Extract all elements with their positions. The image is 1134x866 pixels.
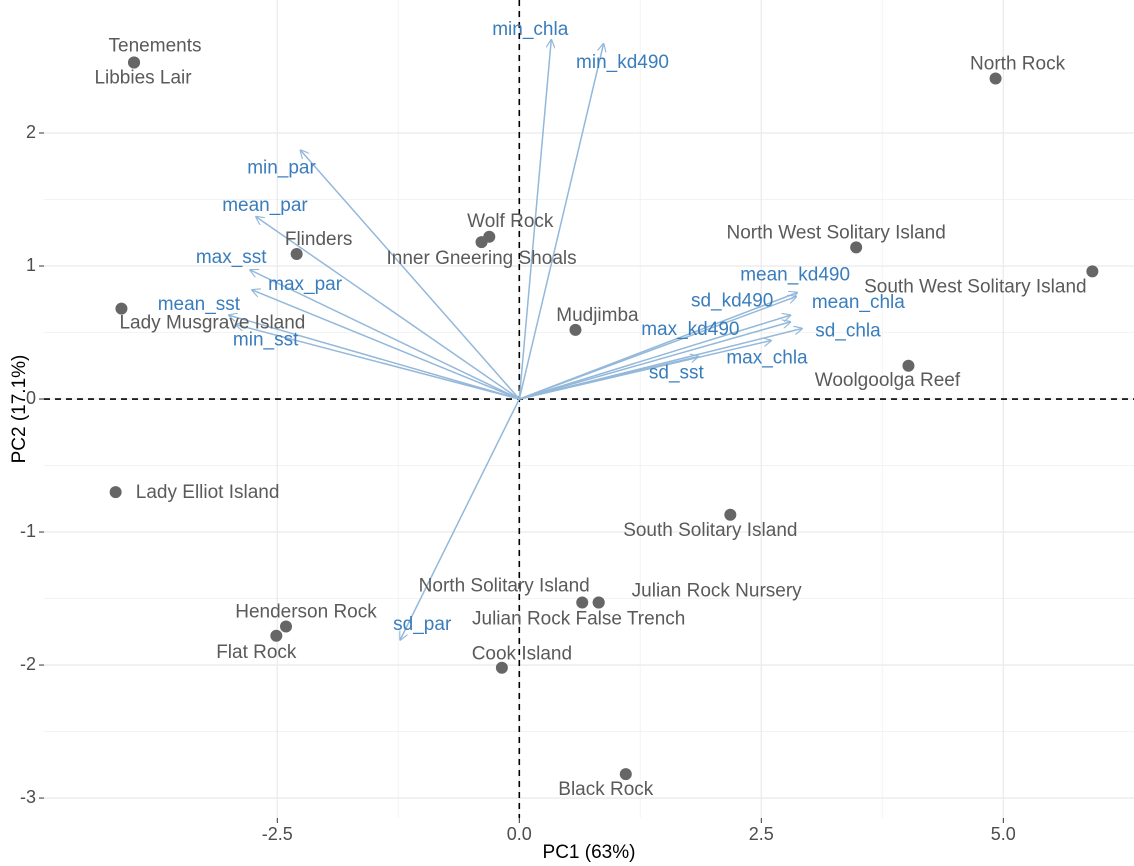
loading-arrow: [252, 290, 520, 400]
site-label: South Solitary Island: [623, 520, 797, 541]
loading-label: mean_par: [222, 195, 308, 216]
y-tick-label: 1: [26, 255, 36, 275]
y-tick-label: -3: [20, 787, 36, 807]
y-tick-label: -1: [20, 521, 36, 541]
loading-label: mean_chla: [812, 292, 905, 313]
site-point: [902, 359, 915, 372]
site-label: Tenements: [109, 36, 202, 57]
loading-arrow: [256, 217, 520, 400]
loading-label: max_par: [268, 274, 343, 295]
x-tick-label: 5.0: [991, 824, 1016, 844]
site-label: Mudjimba: [556, 305, 639, 326]
loading-arrow: [519, 356, 698, 400]
x-tick-label: -2.5: [262, 824, 293, 844]
site-point: [850, 241, 863, 254]
loading-label: sd_kd490: [691, 291, 773, 312]
site-point: [569, 323, 582, 336]
site-label: Lady Musgrave Island: [119, 313, 305, 334]
site-point: [109, 486, 122, 499]
loading-label: min_sst: [233, 330, 299, 351]
site-point: [724, 508, 737, 521]
loading-arrow: [229, 315, 520, 400]
loading-arrow: [250, 270, 520, 400]
site-label: North West Solitary Island: [727, 222, 946, 243]
site-point: [495, 661, 508, 674]
site-point: [128, 56, 141, 69]
site-point: [989, 72, 1002, 85]
site-point: [115, 302, 128, 315]
site-point: [475, 236, 488, 249]
loading-arrow: [519, 315, 790, 400]
loading-label: min_par: [247, 157, 316, 178]
loading-label: max_sst: [196, 247, 267, 268]
site-point: [270, 629, 283, 642]
site-point: [619, 768, 632, 781]
site-label: North Solitary Island: [419, 576, 590, 597]
site-label: Henderson Rock: [235, 601, 377, 622]
loading-label: min_chla: [492, 19, 568, 40]
loading-label: min_kd490: [576, 52, 669, 73]
y-tick-label: 0: [26, 388, 36, 408]
loading-arrow: [518, 40, 551, 400]
site-label: Black Rock: [558, 779, 654, 800]
loading-label: sd_chla: [815, 321, 881, 342]
y-tick-label: 2: [26, 122, 36, 142]
site-label: Cook Island: [472, 644, 572, 665]
loading-label: max_kd490: [641, 319, 739, 340]
site-label: Flinders: [285, 229, 353, 250]
loading-label: sd_sst: [649, 362, 705, 383]
x-axis-title: PC1 (63%): [543, 842, 636, 863]
site-label: Lady Elliot Island: [136, 482, 280, 503]
x-tick-label: 2.5: [749, 824, 774, 844]
loading-arrow: [519, 297, 796, 400]
loading-arrow: [400, 398, 520, 640]
loading-label: sd_par: [393, 614, 452, 635]
site-label: Woolgoolga Reef: [815, 370, 961, 391]
site-point: [280, 620, 293, 633]
site-label: Julian Rock Nursery: [632, 581, 802, 602]
site-point: [592, 596, 605, 609]
site-label: Wolf Rock: [467, 211, 554, 232]
site-point: [576, 596, 589, 609]
loading-label: max_chla: [726, 348, 808, 369]
loading-arrow: [301, 150, 520, 400]
y-tick-label: -2: [20, 654, 36, 674]
site-point: [1086, 265, 1099, 278]
site-label: South West Solitary Island: [864, 276, 1086, 297]
site-label: Julian Rock False Trench: [472, 609, 685, 630]
site-label: Flat Rock: [216, 642, 297, 663]
site-label: Inner Gneering Shoals: [386, 248, 576, 269]
loading-arrow: [236, 325, 520, 400]
loading-label: mean_kd490: [740, 265, 850, 286]
site-point: [290, 248, 303, 261]
loading-label: mean_sst: [158, 294, 241, 315]
x-tick-label: 0.0: [507, 824, 532, 844]
y-axis-title: PC2 (17.1%): [9, 355, 30, 464]
site-label: North Rock: [970, 53, 1066, 74]
site-label: Libbies Lair: [94, 68, 192, 89]
loading-arrow: [519, 322, 790, 400]
loading-arrow: [518, 44, 603, 400]
